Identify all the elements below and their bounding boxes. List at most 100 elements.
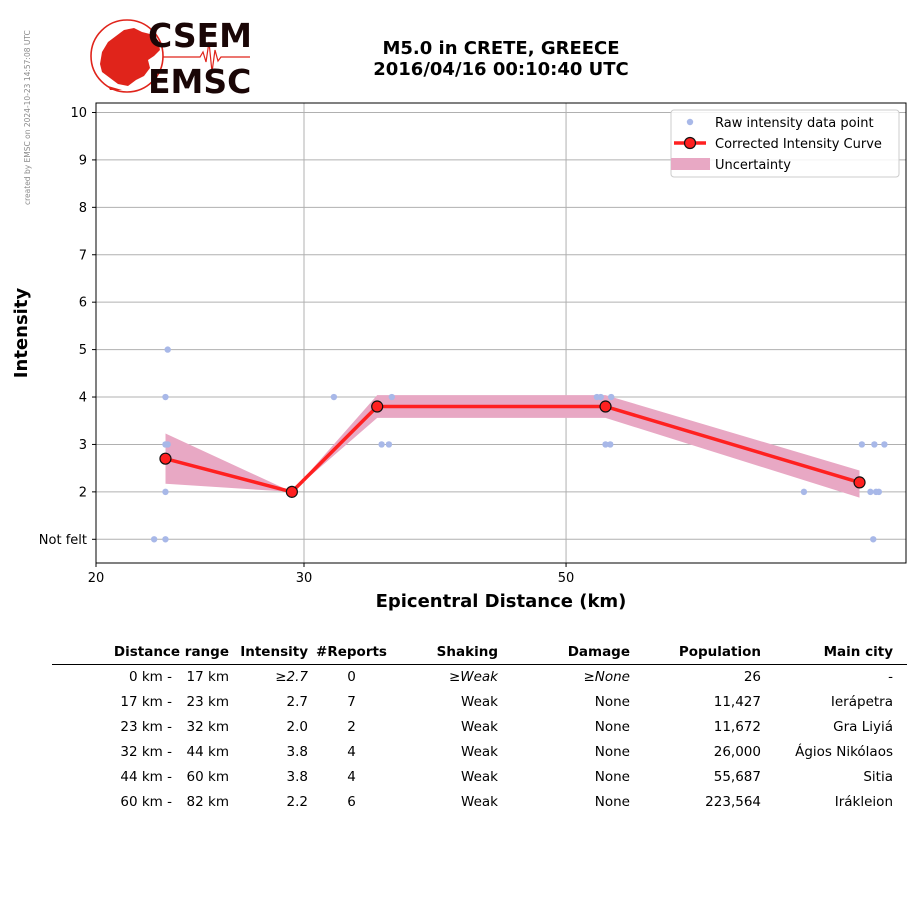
- distance-from: 60 km -: [120, 794, 172, 810]
- title-line-1: M5.0 in CRETE, GREECE: [382, 38, 620, 59]
- population-cell: 26,000: [713, 744, 761, 760]
- shaking-cell: Weak: [461, 769, 498, 785]
- distance-to: 32 km: [186, 719, 229, 735]
- y-tick-label: 10: [70, 106, 87, 121]
- raw-data-point: [162, 393, 169, 401]
- logo-text-csem: CSEM: [148, 16, 252, 55]
- population-cell: 11,672: [713, 719, 761, 735]
- y-tick-label: 3: [79, 438, 87, 453]
- distance-range-cell: 17 km - 23 km: [52, 694, 229, 710]
- population-cell: 11,427: [713, 694, 761, 710]
- y-tick-label: 9: [79, 153, 87, 168]
- main-city-cell: Sitia: [863, 769, 893, 785]
- uncertainty-band: [165, 395, 860, 498]
- main-city-cell: Gra Liyiá: [833, 719, 893, 735]
- distance-to: 44 km: [186, 744, 229, 760]
- raw-data-point: [330, 393, 338, 401]
- table-row: 17 km - 23 km 2.7 7 Weak None 11,427 Ierápetra: [52, 690, 907, 715]
- y-axis-label: Intensity: [11, 288, 32, 379]
- raw-data-point: [597, 393, 604, 401]
- raw-data-point: [870, 536, 877, 543]
- table-header-row: Distance range Intensity #Reports Shakin…: [52, 640, 907, 665]
- distance-to: 82 km: [186, 794, 229, 810]
- legend-label: Raw intensity data point: [715, 116, 874, 131]
- distance-to: 17 km: [186, 669, 229, 685]
- shaking-cell: Weak: [461, 719, 498, 735]
- population-cell: 55,687: [713, 769, 761, 785]
- distance-range-cell: 0 km - 17 km: [52, 669, 229, 685]
- legend-box: [670, 109, 900, 178]
- x-tick-label: 30: [296, 571, 313, 586]
- raw-data-point: [607, 393, 615, 401]
- damage-cell: None: [594, 769, 630, 785]
- population-cell: 223,564: [705, 794, 761, 810]
- raw-data-point: [602, 441, 609, 448]
- y-tick-label: 5: [79, 343, 87, 358]
- y-tick-label: 4: [79, 391, 87, 406]
- raw-data-point: [150, 536, 158, 543]
- header-main-city: Main city: [823, 644, 893, 660]
- x-tick-label: 20: [88, 571, 105, 586]
- reports-cell: 4: [347, 744, 356, 760]
- reports-cell: 0: [347, 669, 356, 685]
- table-body: 0 km -17 km ≥2.7 0 ≥Weak ≥None 26-17 km -23 k…: [52, 665, 907, 815]
- raw-data-point: [607, 441, 614, 448]
- shaking-cell: Weak: [461, 744, 498, 760]
- damage-cell: None: [594, 744, 630, 760]
- header-intensity: Intensity: [240, 644, 308, 660]
- curve-marker: [599, 400, 612, 413]
- legend-swatch-curve-marker: [683, 136, 697, 150]
- legend-label: Uncertainty: [715, 158, 791, 173]
- distance-to: 23 km: [186, 694, 229, 710]
- intensity-chart: Not felt 2 3 4 5 6 7 8 9 10 20 30 50 Epicentral Dista…: [11, 102, 907, 612]
- curve-marker: [853, 476, 866, 489]
- raw-data-point: [871, 441, 878, 448]
- raw-data-point: [867, 488, 874, 496]
- y-tick-label: 7: [79, 248, 87, 263]
- population-cell: 26: [743, 669, 761, 685]
- plot-frame: [95, 102, 907, 564]
- raw-data-point: [164, 346, 171, 353]
- intensity-table: Distance range Intensity #Reports Shakin…: [52, 640, 907, 815]
- legend-label: Corrected Intensity Curve: [715, 137, 882, 152]
- distance-from: 17 km -: [120, 694, 172, 710]
- shaking-cell: ≥Weak: [448, 669, 498, 685]
- damage-cell: None: [594, 794, 630, 810]
- distance-range-cell: 44 km - 60 km: [52, 769, 229, 785]
- raw-data-point: [385, 441, 393, 448]
- logo-text-emsc: EMSC: [148, 62, 251, 98]
- table-row: 60 km - 82 km 2.2 6 Weak None 223,564 Irákleion: [52, 790, 907, 815]
- logo-seismogram: [163, 41, 250, 73]
- distance-range-cell: 23 km - 32 km: [52, 719, 229, 735]
- distance-range-cell: 32 km - 44 km: [52, 744, 229, 760]
- csem-emsc-logo: CSEM EMSC: [90, 16, 252, 98]
- reports-cell: 7: [347, 694, 356, 710]
- title-line-2: 2016/04/16 00:10:40 UTC: [373, 59, 629, 80]
- intensity-cell: 2.2: [286, 794, 308, 810]
- y-tick-label: 2: [79, 485, 87, 500]
- raw-data-point: [881, 441, 888, 448]
- curve-marker: [285, 485, 298, 498]
- header-shaking: Shaking: [436, 644, 498, 660]
- y-tick-label: Not felt: [39, 533, 87, 548]
- raw-data-point: [378, 441, 385, 448]
- raw-data-point: [875, 488, 883, 496]
- curve-marker: [159, 452, 172, 465]
- header-reports: #Reports: [316, 644, 387, 660]
- table-row: 0 km - 17 km ≥2.7 0 ≥Weak ≥None 26 -: [52, 665, 907, 690]
- curve-marker: [371, 400, 384, 413]
- intensity-cell: 2.0: [286, 719, 308, 735]
- header-distance-range: Distance range: [113, 644, 229, 660]
- chart-title: M5.0 in CRETE, GREECE 2016/04/16 00:10:4…: [300, 38, 702, 80]
- distance-from: 0 km -: [128, 669, 172, 685]
- main-city-cell: -: [888, 669, 893, 685]
- main-city-cell: Ágios Nikólaos: [795, 744, 893, 760]
- distance-from: 44 km -: [120, 769, 172, 785]
- x-tick-label: 50: [558, 571, 575, 586]
- header-population: Population: [678, 644, 761, 660]
- x-axis-label: Epicentral Distance (km): [376, 591, 627, 612]
- legend-swatch-band: [671, 158, 710, 170]
- logo-map-shape: [100, 28, 160, 90]
- raw-data-point: [858, 441, 866, 448]
- legend-swatch-raw: [686, 118, 694, 126]
